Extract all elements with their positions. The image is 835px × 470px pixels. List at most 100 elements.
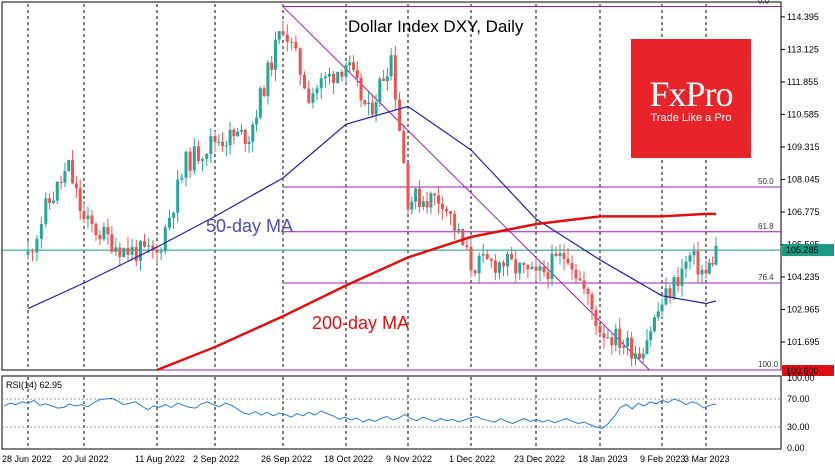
x-tick-label: 9 Nov 2022 xyxy=(386,454,432,464)
candle-body xyxy=(610,337,614,346)
candle-body xyxy=(258,88,262,118)
candle-body xyxy=(106,226,110,235)
candle-body xyxy=(457,229,461,231)
fib-trendline xyxy=(282,6,650,371)
rsi-pane-frame xyxy=(1,375,782,450)
x-tick-label: 20 Jul 2022 xyxy=(62,454,109,464)
candle-body xyxy=(437,195,441,204)
candle-body xyxy=(243,129,247,145)
candle-body xyxy=(410,201,414,210)
candle-body xyxy=(676,277,680,286)
candle-body xyxy=(692,251,696,256)
x-tick-label: 26 Sep 2022 xyxy=(261,454,312,464)
candle-body xyxy=(110,234,114,252)
candle-body xyxy=(82,211,86,220)
candle-body xyxy=(188,151,192,171)
candle-body xyxy=(378,78,382,103)
candle-body xyxy=(155,250,159,253)
candle-body xyxy=(355,69,359,78)
candle-body xyxy=(602,333,606,338)
candle-body xyxy=(660,304,664,312)
candle-body xyxy=(485,254,489,260)
candle-body xyxy=(414,188,418,202)
candle-body xyxy=(398,99,402,132)
candle-body xyxy=(348,62,352,66)
candle-body xyxy=(55,181,59,201)
candle-body xyxy=(180,177,184,180)
candle-body xyxy=(236,131,240,137)
candle-body xyxy=(453,213,457,231)
candle-body xyxy=(700,269,704,275)
low-price-marker xyxy=(782,365,834,376)
candle-body xyxy=(327,73,331,77)
candle-body xyxy=(221,141,225,147)
candle-body xyxy=(359,77,363,101)
rsi-tick-label: 70.00 xyxy=(787,394,810,404)
candle-body xyxy=(118,247,122,257)
candle-body xyxy=(290,41,294,43)
moving-averages xyxy=(27,105,717,372)
rsi-tick-label: 0.00 xyxy=(787,443,805,453)
candle-body xyxy=(461,229,465,246)
candle-body xyxy=(285,34,289,42)
candle-body xyxy=(497,262,501,273)
candle-body xyxy=(440,203,444,210)
candle-body xyxy=(78,188,82,212)
candle-body xyxy=(102,226,106,240)
candle-body xyxy=(433,193,437,196)
y-tick-label: 109.315 xyxy=(787,142,820,152)
candle-body xyxy=(151,245,155,251)
candle-body xyxy=(566,258,570,264)
candle-body xyxy=(530,266,534,270)
current-price-label: 105.285 xyxy=(786,245,819,255)
candle-body xyxy=(201,158,205,161)
x-tick-label: 23 Dec 2022 xyxy=(514,454,565,464)
candle-body xyxy=(578,278,582,281)
candle-body xyxy=(122,247,126,257)
candle-body xyxy=(554,253,558,257)
ma50-annotation: 50-day MA xyxy=(206,216,293,236)
candle-body xyxy=(209,136,213,154)
x-tick-label: 28 Jun 2022 xyxy=(2,454,52,464)
candle-body xyxy=(370,102,374,115)
candle-body xyxy=(518,262,522,274)
candle-body xyxy=(270,62,274,70)
candle-body xyxy=(641,353,645,359)
candle-body xyxy=(323,76,327,79)
candle-body xyxy=(630,337,634,359)
candle-body xyxy=(425,201,429,208)
candle-body xyxy=(277,31,281,40)
candle-body xyxy=(406,163,410,210)
candle-body xyxy=(63,171,67,183)
candle-body xyxy=(44,198,48,224)
candle-body xyxy=(688,255,692,262)
candle-body xyxy=(649,331,653,341)
candle-body xyxy=(251,124,255,142)
fxpro-logo: FxPro Trade Like a Pro xyxy=(631,39,751,158)
fib-level-label: 50.0 xyxy=(758,177,774,186)
rsi-tick-label: 100.00 xyxy=(787,373,815,383)
candle-body xyxy=(590,294,594,310)
x-tick-label: 11 Aug 2022 xyxy=(135,454,185,464)
candle-body xyxy=(382,78,386,82)
candle-body xyxy=(634,353,638,359)
y-tick-label: 114.395 xyxy=(787,12,819,22)
candle-body xyxy=(163,227,167,252)
candle-body xyxy=(94,223,98,236)
rsi-line xyxy=(3,397,717,429)
ma200-line xyxy=(156,212,716,372)
y-tick-label: 111.855 xyxy=(787,77,818,87)
candle-body xyxy=(167,217,171,228)
ma200-annotation: 200-day MA xyxy=(312,313,409,333)
candle-body xyxy=(307,88,311,103)
candle-body xyxy=(558,253,562,257)
candle-body xyxy=(704,269,708,274)
rsi-tick-label: 30.00 xyxy=(787,422,810,432)
y-tick-label: 113.125 xyxy=(787,44,819,54)
candle-body xyxy=(707,262,711,274)
candle-body xyxy=(147,245,151,247)
candle-body xyxy=(90,215,94,224)
candle-body xyxy=(247,141,251,145)
candle-body xyxy=(255,117,259,125)
candle-body xyxy=(126,247,130,255)
